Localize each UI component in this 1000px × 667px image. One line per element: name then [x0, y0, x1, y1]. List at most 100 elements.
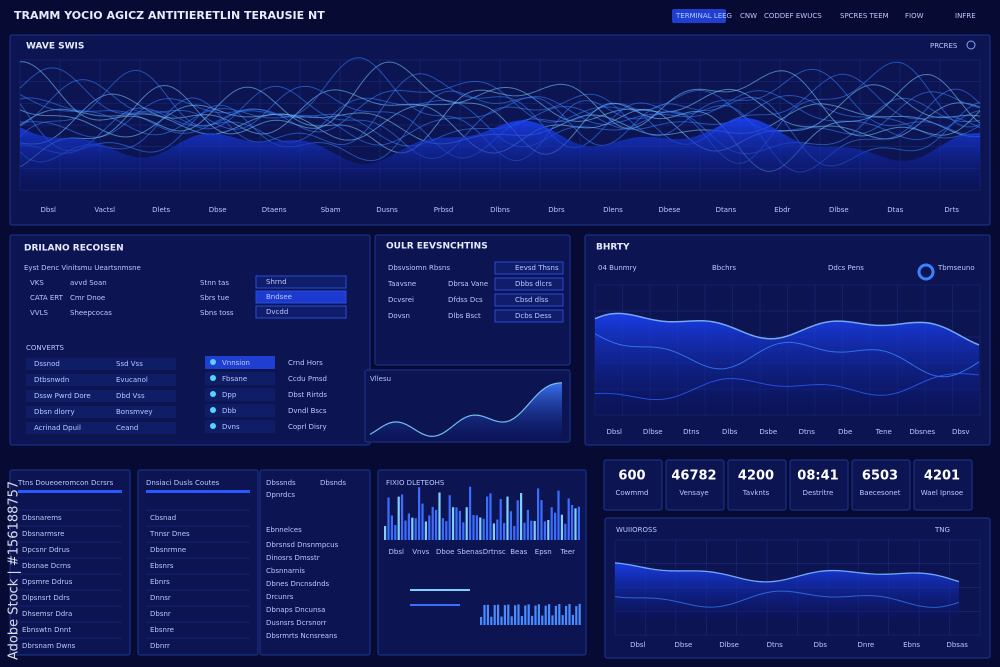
label: Dtns: [799, 428, 816, 436]
label: Dpp: [222, 391, 237, 399]
panel: [665, 459, 725, 511]
label: Dbb: [222, 407, 237, 415]
label[interactable]: Dvcdd: [266, 308, 288, 316]
label: Dnsiaci Dusls Coutes: [146, 479, 220, 487]
label: Cbsnnarnis: [266, 567, 305, 575]
bar: [480, 617, 483, 625]
label: Dtans: [716, 206, 737, 214]
bar: [500, 616, 503, 625]
wave: [594, 333, 980, 378]
label[interactable]: FIOW: [905, 12, 924, 20]
bar: [401, 494, 404, 540]
label[interactable]: Shrnd: [266, 278, 287, 286]
bar: [435, 509, 438, 540]
bar: [543, 521, 546, 540]
wave-area: [370, 382, 562, 440]
bar: [513, 525, 516, 540]
label: Dbnrr: [150, 642, 170, 650]
label: Dbsvsiomn Rbsns: [388, 264, 450, 272]
label: Dlbse: [643, 428, 663, 436]
label: Sbenas: [457, 548, 483, 556]
label: Teer: [559, 548, 575, 556]
label: WAVE SWIS: [26, 42, 84, 52]
label: OULR EEVSNCHTINS: [386, 242, 488, 252]
label: Dbssnds: [266, 479, 296, 487]
label: Acrinad Dpuil: [34, 424, 81, 432]
label: Dtbsnwdn: [34, 376, 69, 384]
label: Dbst Rirtds: [288, 391, 327, 399]
wave: [19, 90, 981, 146]
bar: [567, 498, 570, 540]
bar: [490, 616, 493, 625]
label: Beas: [510, 548, 527, 556]
wave: [19, 80, 981, 138]
wave: [594, 373, 980, 401]
wave-area: [20, 118, 980, 190]
label: Dbsl: [607, 428, 622, 436]
bar: [424, 521, 427, 540]
label: Dnnsr: [150, 594, 171, 602]
bar: [574, 508, 577, 540]
label: Cbsnad: [150, 514, 176, 522]
label: Dlens: [603, 206, 623, 214]
label: Sheepcocas: [70, 309, 112, 317]
label: BHRTY: [596, 243, 630, 253]
bar: [448, 495, 451, 540]
bar: [537, 488, 540, 540]
bar: [551, 615, 554, 625]
icon: [917, 263, 935, 281]
row: [26, 406, 176, 418]
label: Dbbs dlcrs: [515, 280, 552, 288]
bar: [520, 493, 523, 540]
label: Dssw Pwrd Dore: [34, 392, 91, 400]
bar: [514, 605, 517, 625]
label: Fbsane: [222, 375, 247, 383]
label[interactable]: CNW: [740, 12, 757, 20]
label: Dlbns: [490, 206, 510, 214]
icon: [210, 407, 216, 413]
label[interactable]: CODDEF EWUCS: [764, 12, 822, 20]
label: Baecesonet: [860, 489, 901, 497]
bar: [565, 605, 568, 625]
bar: [554, 605, 557, 625]
label: Dusnsrs Dcrsnorr: [266, 619, 327, 627]
bar: [550, 507, 553, 540]
label[interactable]: TERMINAL LEEG: [675, 12, 732, 20]
bar: [530, 520, 533, 540]
icon: [210, 391, 216, 397]
label: 6503: [862, 469, 898, 484]
bar: [421, 503, 424, 540]
label: Dbrsa Vane: [448, 280, 488, 288]
bar: [503, 523, 506, 540]
label[interactable]: Bndsee: [266, 293, 292, 301]
label: Sbrs tue: [200, 294, 229, 302]
bar: [577, 506, 580, 540]
bar: [506, 496, 509, 540]
label: 04 Bunmry: [598, 264, 637, 272]
bar: [479, 517, 482, 540]
label: Dlbs Bsct: [448, 312, 481, 320]
bar: [560, 514, 563, 540]
label: Ccdu Pmsd: [288, 375, 327, 383]
label[interactable]: INFRE: [955, 12, 976, 20]
bar: [503, 605, 506, 625]
label[interactable]: SPCRES TEEM: [840, 12, 889, 20]
bar: [394, 525, 397, 540]
label: Cowmmd: [616, 489, 649, 497]
bar: [499, 499, 502, 540]
label: Taavsne: [387, 280, 416, 288]
label: Dsbe: [759, 428, 777, 436]
bar: [558, 604, 561, 625]
label: Destritre: [803, 489, 834, 497]
label: Vnnsion: [222, 359, 250, 367]
label: Dlets: [152, 206, 170, 214]
label: Dbnaps Dncunsa: [266, 606, 325, 614]
label: Dbsnarmsre: [22, 530, 64, 538]
bar: [554, 512, 557, 540]
bar: [517, 604, 520, 625]
label: Dbrs: [548, 206, 565, 214]
bar: [407, 513, 410, 540]
bar: [534, 605, 537, 625]
label: TRAMM YOCIO AGICZ ANTITIERETLIN TERAUSIE…: [14, 9, 325, 22]
label: Tnnsr Dnes: [149, 530, 190, 538]
